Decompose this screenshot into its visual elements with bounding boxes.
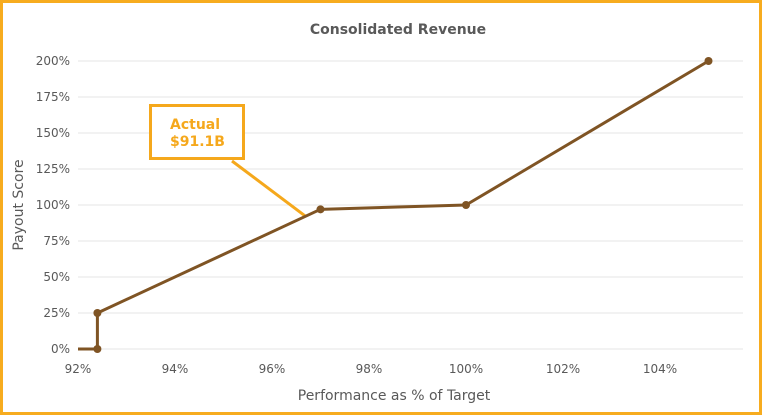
x-axis-label: Performance as % of Target [298,388,491,404]
x-tick-label: 96% [259,362,286,376]
data-point [93,309,102,317]
y-tick-label: 200% [36,54,70,68]
y-tick-label: 25% [43,306,70,320]
annotation-line-1: Actual [170,117,221,133]
annotation-leader-line [231,159,307,218]
data-point [316,205,325,214]
y-tick-label: 125% [36,162,70,176]
annotation-box: Actual $91.1B [149,104,245,160]
x-tick-label: 92% [65,362,92,376]
y-tick-label: 175% [36,90,70,104]
y-tick-label: 150% [36,126,70,140]
data-point [704,57,713,65]
x-tick-label: 102% [546,362,580,376]
x-tick-label: 104% [643,362,677,376]
y-tick-label: 50% [43,270,70,284]
y-tick-label: 100% [36,198,70,212]
chart-title: Consolidated Revenue [310,22,486,38]
x-tick-label: 98% [356,362,383,376]
data-point [93,345,102,353]
annotation-line-2: $91.1B [170,134,225,150]
x-tick-label: 94% [162,362,189,376]
y-tick-label: 75% [43,234,70,248]
x-tick-label: 100% [449,362,483,376]
data-point [462,201,470,209]
y-axis-label: Payout Score [11,159,27,250]
chart-svg: Consolidated Revenue 0% 25% 50% 75% 100% 125%… [11,22,743,404]
y-tick-label: 0% [51,342,70,356]
